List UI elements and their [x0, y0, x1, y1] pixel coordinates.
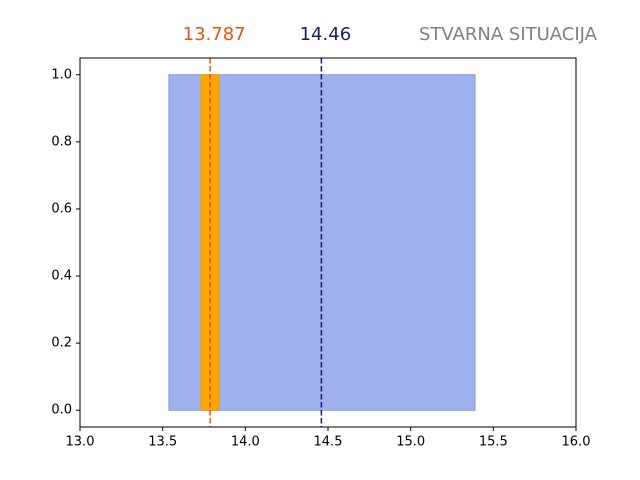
x-tick-label: 14.0 [231, 435, 260, 450]
x-tick-label: 16.0 [562, 435, 591, 450]
x-tick-label: 13.0 [66, 435, 95, 450]
line-label: 14.46 [300, 24, 352, 45]
y-tick-label: 0.6 [51, 201, 72, 216]
x-tick-label: 14.5 [314, 435, 343, 450]
y-tick-label: 0.2 [51, 336, 72, 351]
y-tick-label: 0.4 [51, 269, 72, 284]
x-tick-label: 15.5 [479, 435, 508, 450]
y-tick-label: 1.0 [51, 67, 72, 82]
x-tick-label: 15.0 [396, 435, 425, 450]
chart-title: STVARNA SITUACIJA [419, 24, 598, 45]
y-tick-label: 0.0 [51, 403, 72, 418]
y-tick-label: 0.8 [51, 134, 72, 149]
x-tick-label: 13.5 [148, 435, 177, 450]
line-label: 13.787 [183, 24, 246, 45]
